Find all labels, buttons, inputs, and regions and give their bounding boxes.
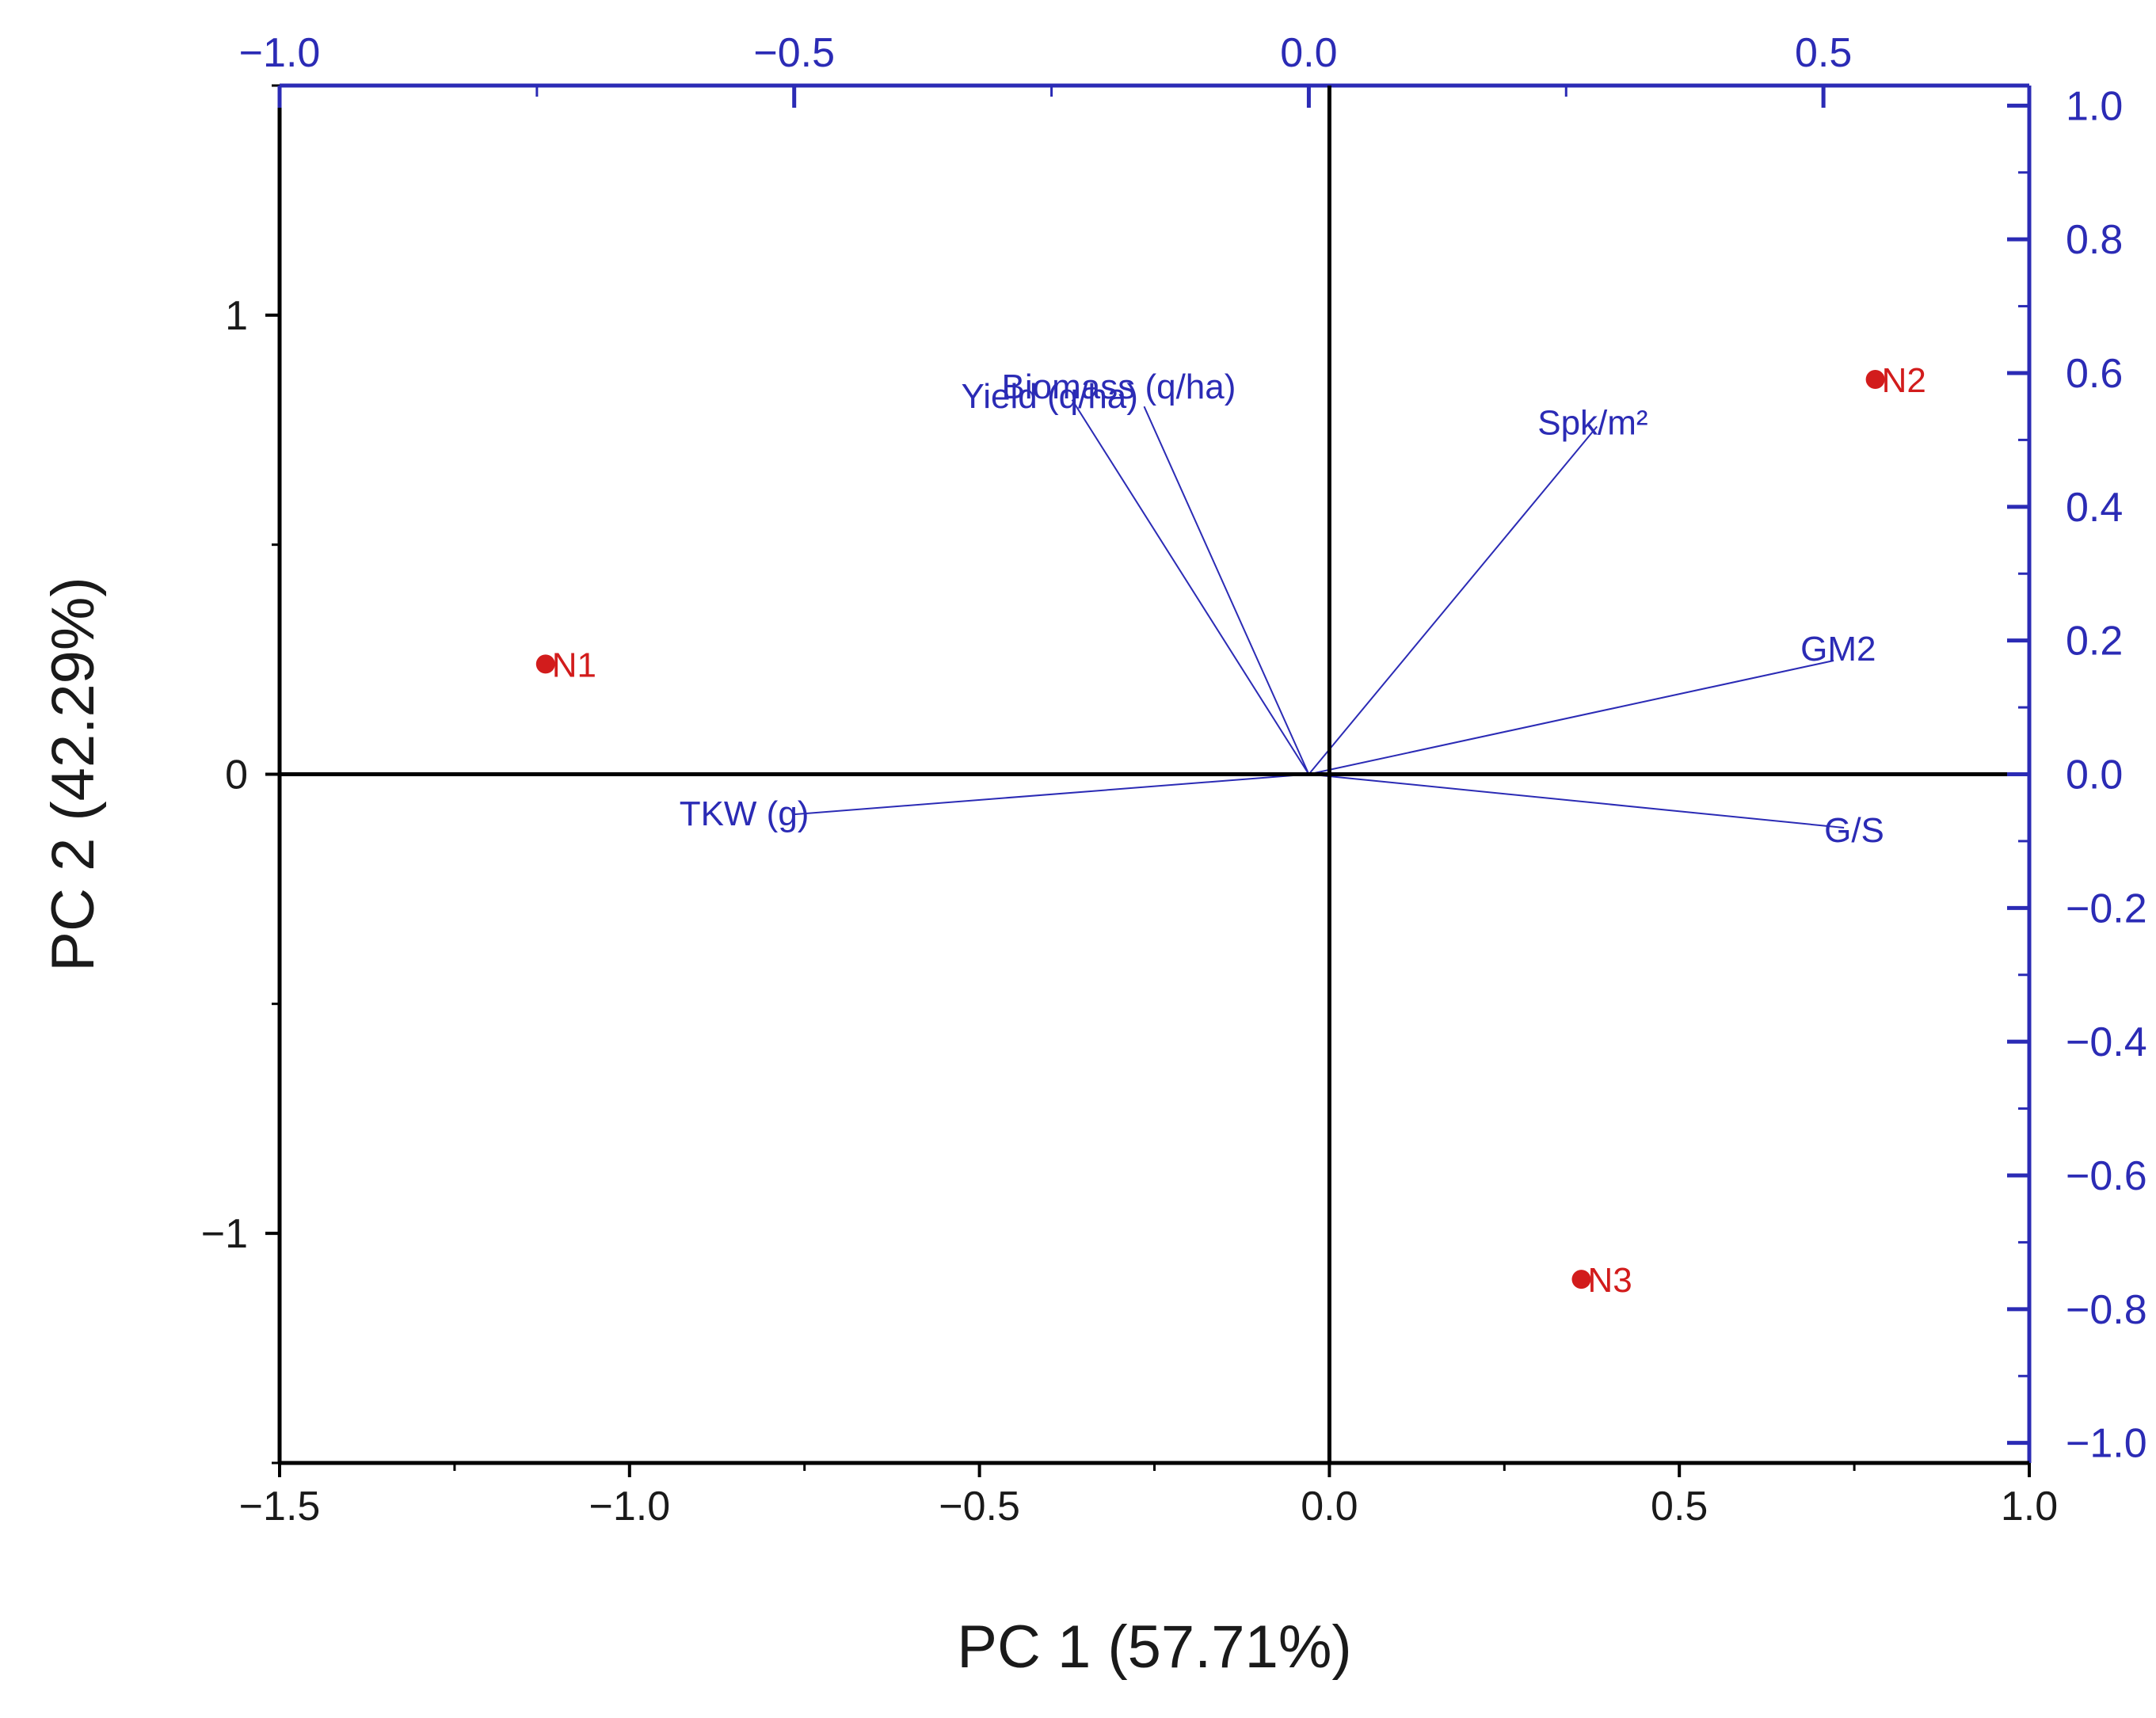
top-tick-label: −1.0	[239, 30, 321, 76]
top-tick-label: 0.0	[1280, 30, 1337, 76]
loading-vector	[794, 773, 1309, 816]
x-tick-label: 0.5	[1651, 1484, 1708, 1529]
loading-vector	[1143, 406, 1310, 775]
right-tick-label: 0.8	[2066, 217, 2123, 263]
loading-vector	[1308, 660, 1834, 775]
top-tick-label: −0.5	[753, 30, 835, 76]
loading-vectors: Biomass (q/ha)Yield (q/ha) Spk/m² GM2 G/S TK…	[680, 368, 1884, 850]
right-tick-label: 0.0	[2066, 752, 2123, 798]
y-tick-label: 1	[225, 293, 248, 339]
axis-ticks: −1.5 −1.0 −0.5 0.0 0.5 1.0 −1 0 1 −1.0 −0.5 0.0 0.5 1…	[201, 30, 2147, 1529]
observation-point	[1865, 369, 1885, 389]
loading-label: GM2	[1800, 630, 1876, 669]
right-tick-label: 0.4	[2066, 485, 2123, 531]
right-tick-label: −0.8	[2066, 1287, 2147, 1333]
observation-point	[1571, 1270, 1591, 1289]
y-tick-label: 0	[225, 752, 248, 798]
loading-label: Yield (q/ha)	[962, 377, 1138, 416]
x-tick-label: −1.0	[589, 1484, 670, 1529]
loading-vector	[1308, 425, 1598, 775]
top-tick-label: 0.5	[1795, 30, 1852, 76]
loading-label: Biomass (q/ha)	[1002, 368, 1236, 406]
x-tick-label: −0.5	[939, 1484, 1020, 1529]
right-tick-label: 1.0	[2066, 83, 2123, 129]
right-tick-label: −0.4	[2066, 1019, 2147, 1065]
right-tick-label: −1.0	[2066, 1421, 2147, 1467]
loading-vector	[1308, 773, 1845, 829]
zero-lines	[280, 86, 2029, 1463]
right-tick-label: 0.6	[2066, 351, 2123, 397]
observation-point	[535, 654, 555, 674]
x-tick-label: −1.5	[239, 1484, 321, 1529]
loading-label: Spk/m²	[1537, 404, 1647, 443]
right-tick-label: 0.2	[2066, 619, 2123, 665]
observation-label: N1	[552, 646, 596, 684]
observation-label: N3	[1587, 1261, 1632, 1300]
right-tick-label: −0.2	[2066, 886, 2147, 931]
y-axis-title: PC 2 (42.29%)	[40, 577, 107, 971]
loading-label: G/S	[1824, 811, 1884, 850]
observation-points: N1 N2 N3	[535, 361, 1926, 1300]
observation-label: N2	[1882, 361, 1926, 400]
x-tick-label: 1.0	[2001, 1484, 2058, 1529]
y-tick-label: −1	[201, 1211, 248, 1257]
loading-vector	[1071, 399, 1310, 775]
x-axis-title: PC 1 (57.71%)	[957, 1613, 1351, 1681]
x-tick-label: 0.0	[1301, 1484, 1358, 1529]
loading-label: TKW (g)	[680, 794, 809, 833]
right-tick-label: −0.6	[2066, 1153, 2147, 1199]
